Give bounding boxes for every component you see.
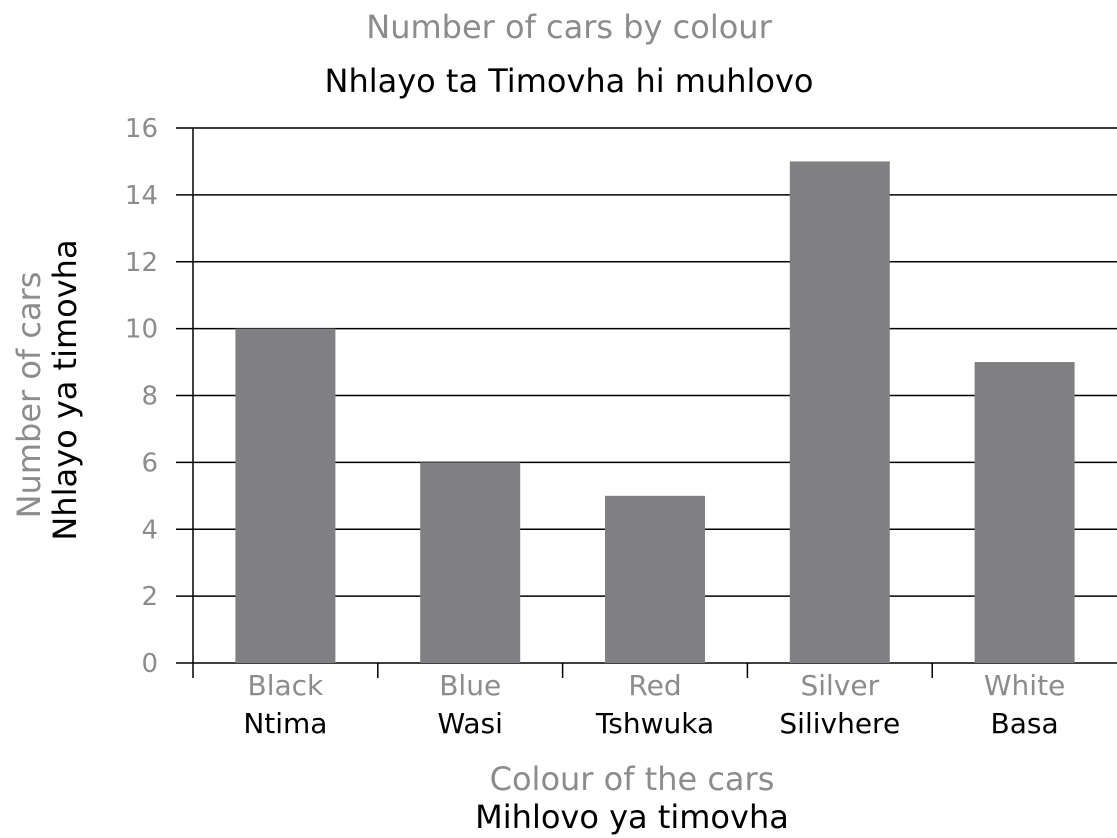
y-tick-label: 0 [141,649,158,679]
x-tick-label-secondary: Basa [991,707,1059,740]
y-tick-label: 6 [141,448,158,478]
chart-subtitle: Nhlayo ta Timovha hi muhlovo [325,62,814,100]
x-tick-label: Red [628,669,681,702]
bars [235,161,1075,663]
x-tick-label: Silver [800,669,879,702]
x-tick-label-secondary: Silivhere [779,707,900,740]
y-tick-label: 8 [141,382,158,412]
x-axis [192,663,933,678]
y-tick-labels: 0 2 4 6 8 10 12 14 16 [125,114,158,679]
y-tick-label: 2 [141,582,158,612]
x-tick-label-secondary: Ntima [243,707,327,740]
bar-red [605,495,705,663]
x-axis-label: Colour of the cars [490,760,775,798]
x-tick-label-secondary: Wasi [437,707,502,740]
bar-white [974,362,1075,663]
y-tick-label: 12 [125,248,158,278]
y-tick-label: 14 [125,181,158,211]
x-axis-label-secondary: Mihlovo ya timovha [475,798,789,836]
x-tick-label: White [984,669,1065,702]
bar-black [235,328,336,663]
y-axis-label-secondary: Nhlayo ya timovha [46,239,84,540]
bar-silver [789,161,890,663]
y-tick-label: 16 [125,114,158,144]
y-axis-label: Number of cars [10,272,48,519]
chart-title: Number of cars by colour [366,8,772,46]
x-tick-label-secondary: Tshwuka [595,707,714,740]
x-tick-label: Black [248,669,325,702]
y-tick-label: 4 [141,515,158,545]
y-tick-label: 10 [125,315,158,345]
bar-blue [420,462,521,663]
x-tick-label: Blue [439,669,501,702]
x-tick-labels: Black Ntima Blue Wasi Red Tshwuka Silver Silivh… [243,669,1065,740]
